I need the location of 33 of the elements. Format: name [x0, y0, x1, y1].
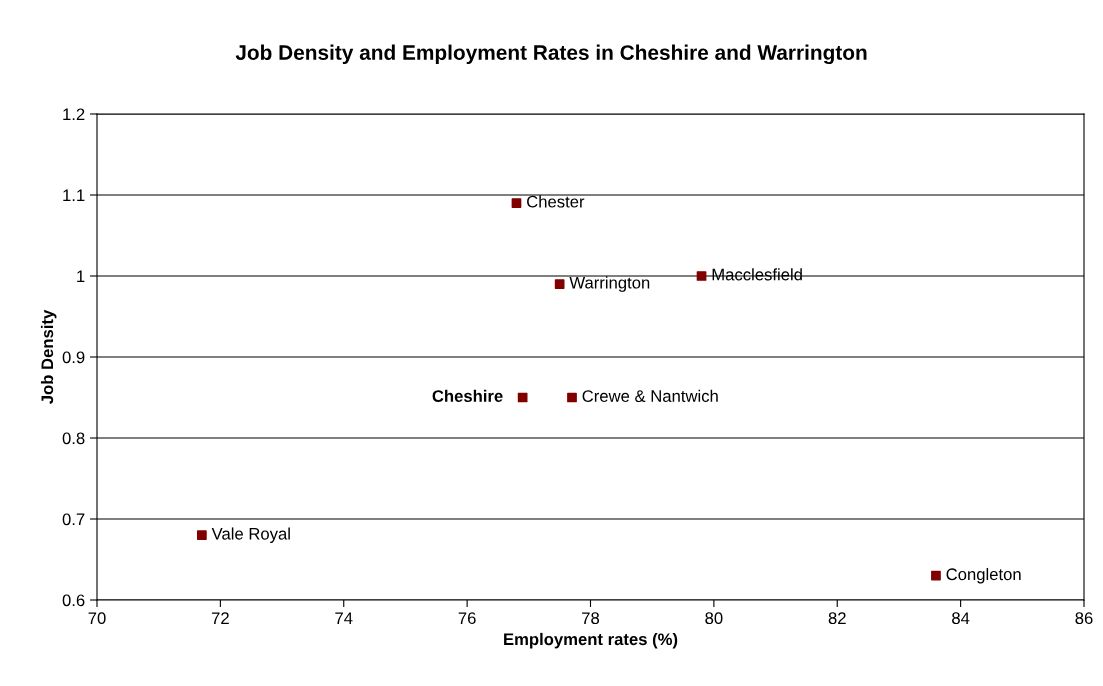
x-tick-label: 74	[335, 612, 353, 624]
annotation: Warrington	[569, 276, 650, 292]
point	[197, 530, 207, 541]
point	[567, 392, 577, 403]
y-tick-label: 0.7	[62, 513, 85, 526]
x-tick-label: 82	[828, 612, 846, 625]
point	[517, 392, 528, 403]
x-tick-label: 70	[88, 612, 106, 625]
x-tick-label: 80	[705, 612, 723, 625]
annotation: Crewe & Nantwich	[582, 389, 718, 402]
x-tick-label: 78	[582, 612, 600, 625]
point	[554, 279, 565, 289]
annotation: Macclesfield	[712, 268, 802, 281]
x-axis-title: Employment rates (%)	[504, 632, 678, 649]
y-tick-label: 0.8	[62, 432, 85, 445]
annotation: Vale Royal	[211, 527, 290, 543]
x-tick-label: 86	[1075, 612, 1093, 625]
point	[931, 570, 941, 581]
y-tick-label: 1.2	[63, 108, 85, 121]
y-tick-label: 1.1	[63, 189, 85, 202]
point	[511, 198, 522, 208]
annotation: Chester	[527, 195, 585, 208]
x-tick-label: 84	[952, 612, 970, 625]
x-tick-label: 72	[211, 612, 229, 624]
annotation: Congleton	[946, 567, 1021, 584]
point	[696, 271, 707, 281]
x-tick-label: 76	[458, 612, 476, 625]
chart-title: Job Density and Employment Rates in Cheshire and Warrington	[235, 44, 867, 65]
y-tick-label: 0.9	[62, 351, 85, 364]
y-axis-title: Job Density	[40, 309, 57, 404]
y-tick-label: 0.6	[62, 594, 85, 607]
annotation: Cheshire	[432, 389, 503, 402]
y-tick-label: 1	[77, 270, 85, 283]
